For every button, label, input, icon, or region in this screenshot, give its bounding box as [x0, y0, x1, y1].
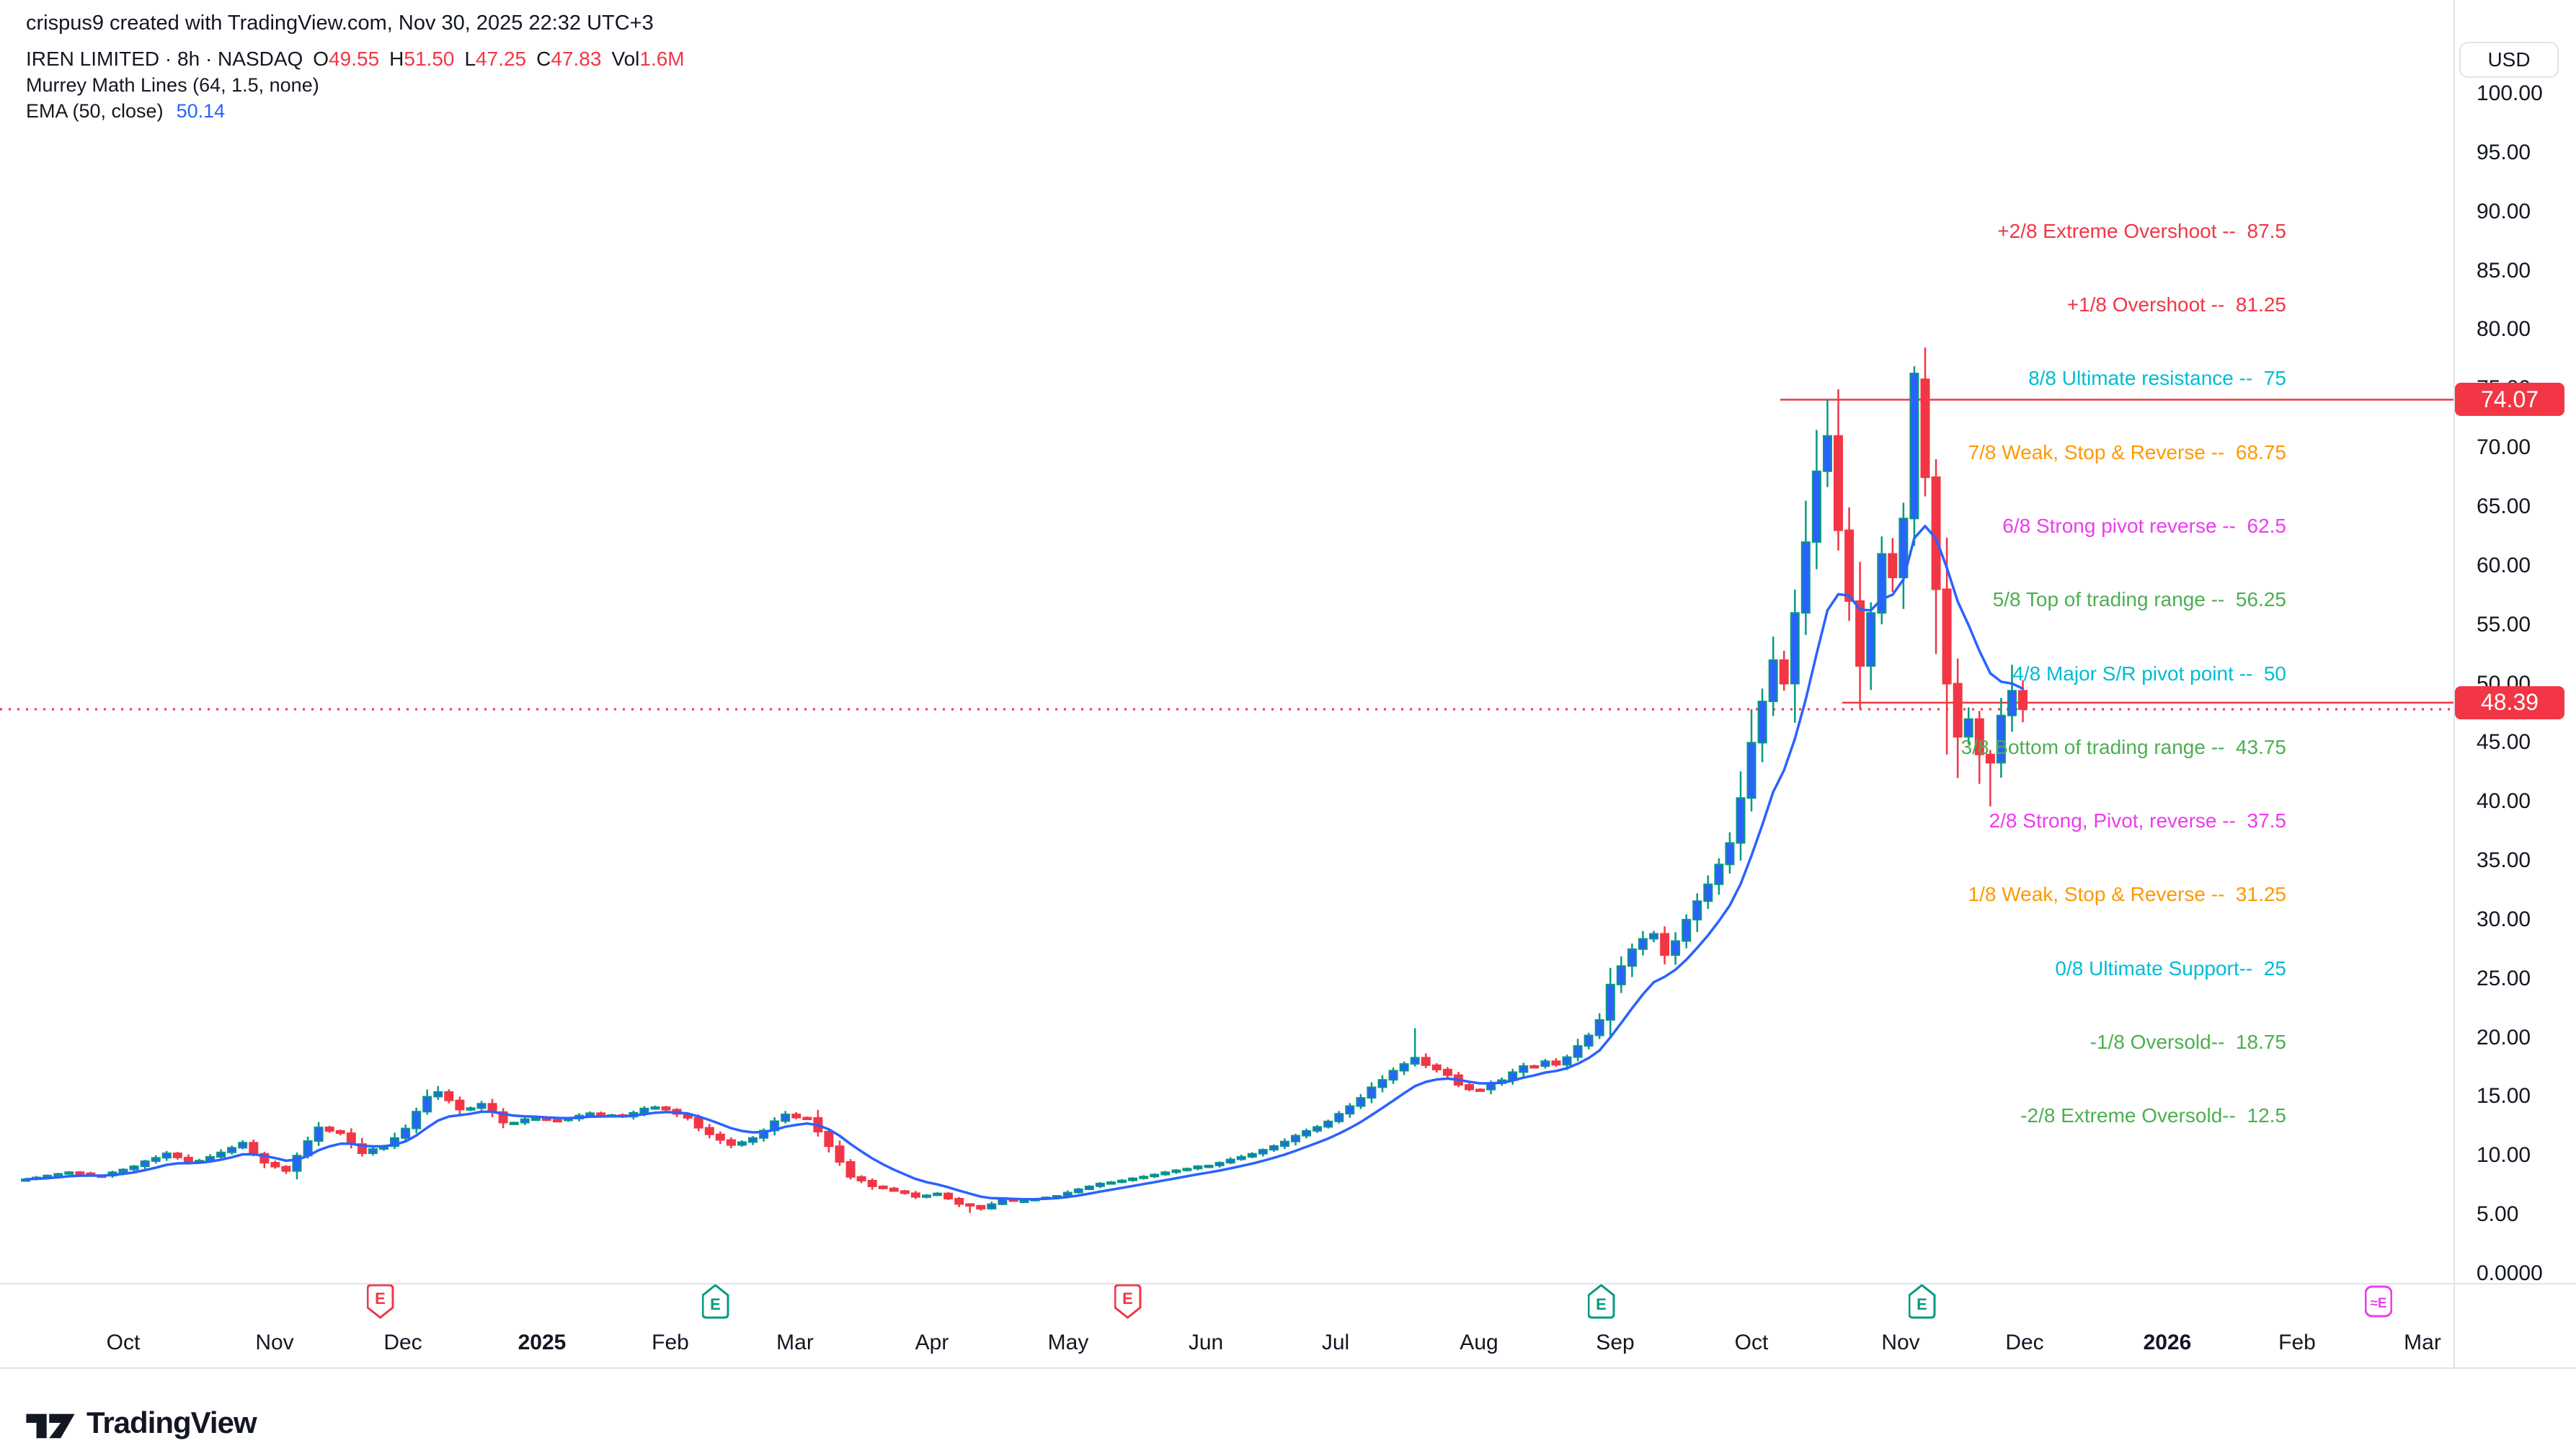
attribution-text: crispus9 created with TradingView.com, N… [26, 12, 654, 35]
chart-legend: IREN LIMITED · 8h · NASDAQ O49.55 H51.50 L4… [26, 46, 685, 124]
price-axis-tick: 20.00 [2477, 1025, 2531, 1049]
murrey-level-label: 3/8 Bottom of trading range -- 43.75 [1960, 735, 2286, 758]
murrey-level-label: 0/8 Ultimate Support-- 25 [2055, 956, 2286, 980]
murrey-level-label: 4/8 Major S/R pivot point -- 50 [2012, 662, 2286, 685]
time-axis-label-Mar: Mar [776, 1331, 814, 1354]
time-axis-separator [0, 1283, 2576, 1284]
indicator-ema-row[interactable]: EMA (50, close) 50.14 [26, 98, 685, 124]
time-axis-label-May: May [1047, 1331, 1089, 1354]
price-axis-tick: 5.00 [2477, 1202, 2519, 1227]
indicator-ema-label: EMA (50, close) [26, 100, 164, 122]
earnings-marker-icon[interactable]: E [1587, 1284, 1615, 1319]
price-axis-tick: 10.00 [2477, 1143, 2531, 1168]
svg-text:E: E [1122, 1289, 1133, 1308]
tradingview-logo-icon [26, 1413, 75, 1439]
murrey-level-label: 7/8 Weak, Stop & Reverse -- 68.75 [1968, 440, 2286, 463]
indicator-murrey-label: Murrey Math Lines (64, 1.5, none) [26, 74, 319, 96]
price-axis-tick: 90.00 [2477, 199, 2531, 223]
earnings-marker-icon[interactable]: E [1114, 1284, 1142, 1319]
ohlc-values: O49.55 H51.50 L47.25 C47.83 Vol1.6M [303, 48, 684, 70]
time-axis-label-2025: 2025 [518, 1331, 567, 1354]
time-axis-label-Mar: Mar [2404, 1331, 2441, 1354]
earnings-marker-icon[interactable]: E [701, 1284, 729, 1319]
svg-text:E: E [375, 1289, 386, 1308]
earnings-marker-icon[interactable]: E [366, 1284, 394, 1319]
price-axis-tick: 95.00 [2477, 140, 2531, 164]
symbol-title: IREN LIMITED · 8h · NASDAQ [26, 48, 303, 70]
price-axis-tick: 70.00 [2477, 435, 2531, 460]
indicator-ema-value: 50.14 [176, 100, 226, 122]
price-axis-tick: 80.00 [2477, 317, 2531, 342]
time-axis-label-Feb: Feb [2278, 1331, 2316, 1354]
price-axis-tick: 25.00 [2477, 966, 2531, 990]
time-axis-label-Sep: Sep [1596, 1331, 1635, 1354]
murrey-level-label: 8/8 Ultimate resistance -- 75 [2028, 367, 2286, 390]
murrey-level-label: 6/8 Strong pivot reverse -- 62.5 [2002, 514, 2286, 537]
tradingview-logo-text: TradingView [86, 1406, 257, 1439]
time-axis-label-2026: 2026 [2143, 1331, 2192, 1354]
svg-text:E: E [710, 1295, 721, 1313]
price-axis-tick: 30.00 [2477, 907, 2531, 931]
ohlc-c: C47.83 [536, 48, 602, 70]
time-axis-label-Oct: Oct [106, 1331, 141, 1354]
time-axis-label-Nov: Nov [255, 1331, 294, 1354]
price-axis-tick: 40.00 [2477, 789, 2531, 814]
currency-button[interactable]: USD [2459, 42, 2559, 78]
ohlc-h: H51.50 [389, 48, 455, 70]
price-axis-separator [2453, 0, 2455, 1367]
price-axis-tick: 65.00 [2477, 494, 2531, 518]
murrey-level-label: 1/8 Weak, Stop & Reverse -- 31.25 [1968, 883, 2286, 906]
time-axis-label-Dec: Dec [383, 1331, 422, 1354]
time-axis-label-Nov: Nov [1881, 1331, 1920, 1354]
price-axis-tick: 100.00 [2477, 81, 2543, 105]
ohlc-vol: Vol1.6M [611, 48, 685, 70]
candlestick-chart-canvas[interactable] [0, 0, 2576, 1283]
murrey-level-label: +2/8 Extreme Overshoot -- 87.5 [1997, 219, 2286, 242]
price-axis-tick: 45.00 [2477, 730, 2531, 755]
murrey-level-label: -1/8 Oversold-- 18.75 [2089, 1031, 2286, 1054]
svg-text:≈E: ≈E [2370, 1296, 2386, 1311]
price-axis-tick: 60.00 [2477, 553, 2531, 577]
earnings-marker-icon[interactable]: E [1908, 1284, 1936, 1319]
time-axis-label-Dec: Dec [2005, 1331, 2044, 1354]
price-axis-tick: 55.00 [2477, 612, 2531, 636]
murrey-level-label: +1/8 Overshoot -- 81.25 [2066, 293, 2286, 316]
ema-line [24, 525, 2025, 1201]
time-axis-label-Feb: Feb [652, 1331, 689, 1354]
murrey-level-label: -2/8 Extreme Oversold-- 12.5 [2020, 1104, 2286, 1127]
price-axis-tick: 0.0000 [2477, 1261, 2543, 1285]
time-axis-label-Apr: Apr [915, 1331, 949, 1354]
murrey-level-label: 2/8 Strong, Pivot, reverse -- 37.5 [1989, 809, 2286, 833]
time-axis-label-Jul: Jul [1321, 1331, 1350, 1354]
ohlc-l: L47.25 [464, 48, 527, 70]
time-axis-label-Jun: Jun [1188, 1331, 1224, 1354]
ohlc-o: O49.55 [313, 48, 380, 70]
tradingview-logo[interactable]: TradingView [25, 1406, 257, 1440]
chart-bottom-border [0, 1367, 2576, 1369]
svg-text:E: E [1596, 1295, 1607, 1313]
price-badge-74.07: 74.07 [2455, 383, 2564, 417]
price-axis-tick: 15.00 [2477, 1084, 2531, 1109]
indicator-murrey-row[interactable]: Murrey Math Lines (64, 1.5, none) [26, 72, 685, 98]
price-axis-tick: 85.00 [2477, 258, 2531, 283]
murrey-level-label: 5/8 Top of trading range -- 56.25 [1992, 588, 2286, 611]
symbol-legend-row[interactable]: IREN LIMITED · 8h · NASDAQ O49.55 H51.50 L4… [26, 46, 685, 72]
time-axis-label-Aug: Aug [1460, 1331, 1498, 1354]
price-badge-48.39: 48.39 [2455, 685, 2564, 719]
svg-text:E: E [1917, 1295, 1927, 1313]
earnings-marker-icon[interactable]: ≈E [2364, 1284, 2393, 1319]
time-axis-label-Oct: Oct [1734, 1331, 1769, 1354]
price-axis-tick: 35.00 [2477, 848, 2531, 873]
